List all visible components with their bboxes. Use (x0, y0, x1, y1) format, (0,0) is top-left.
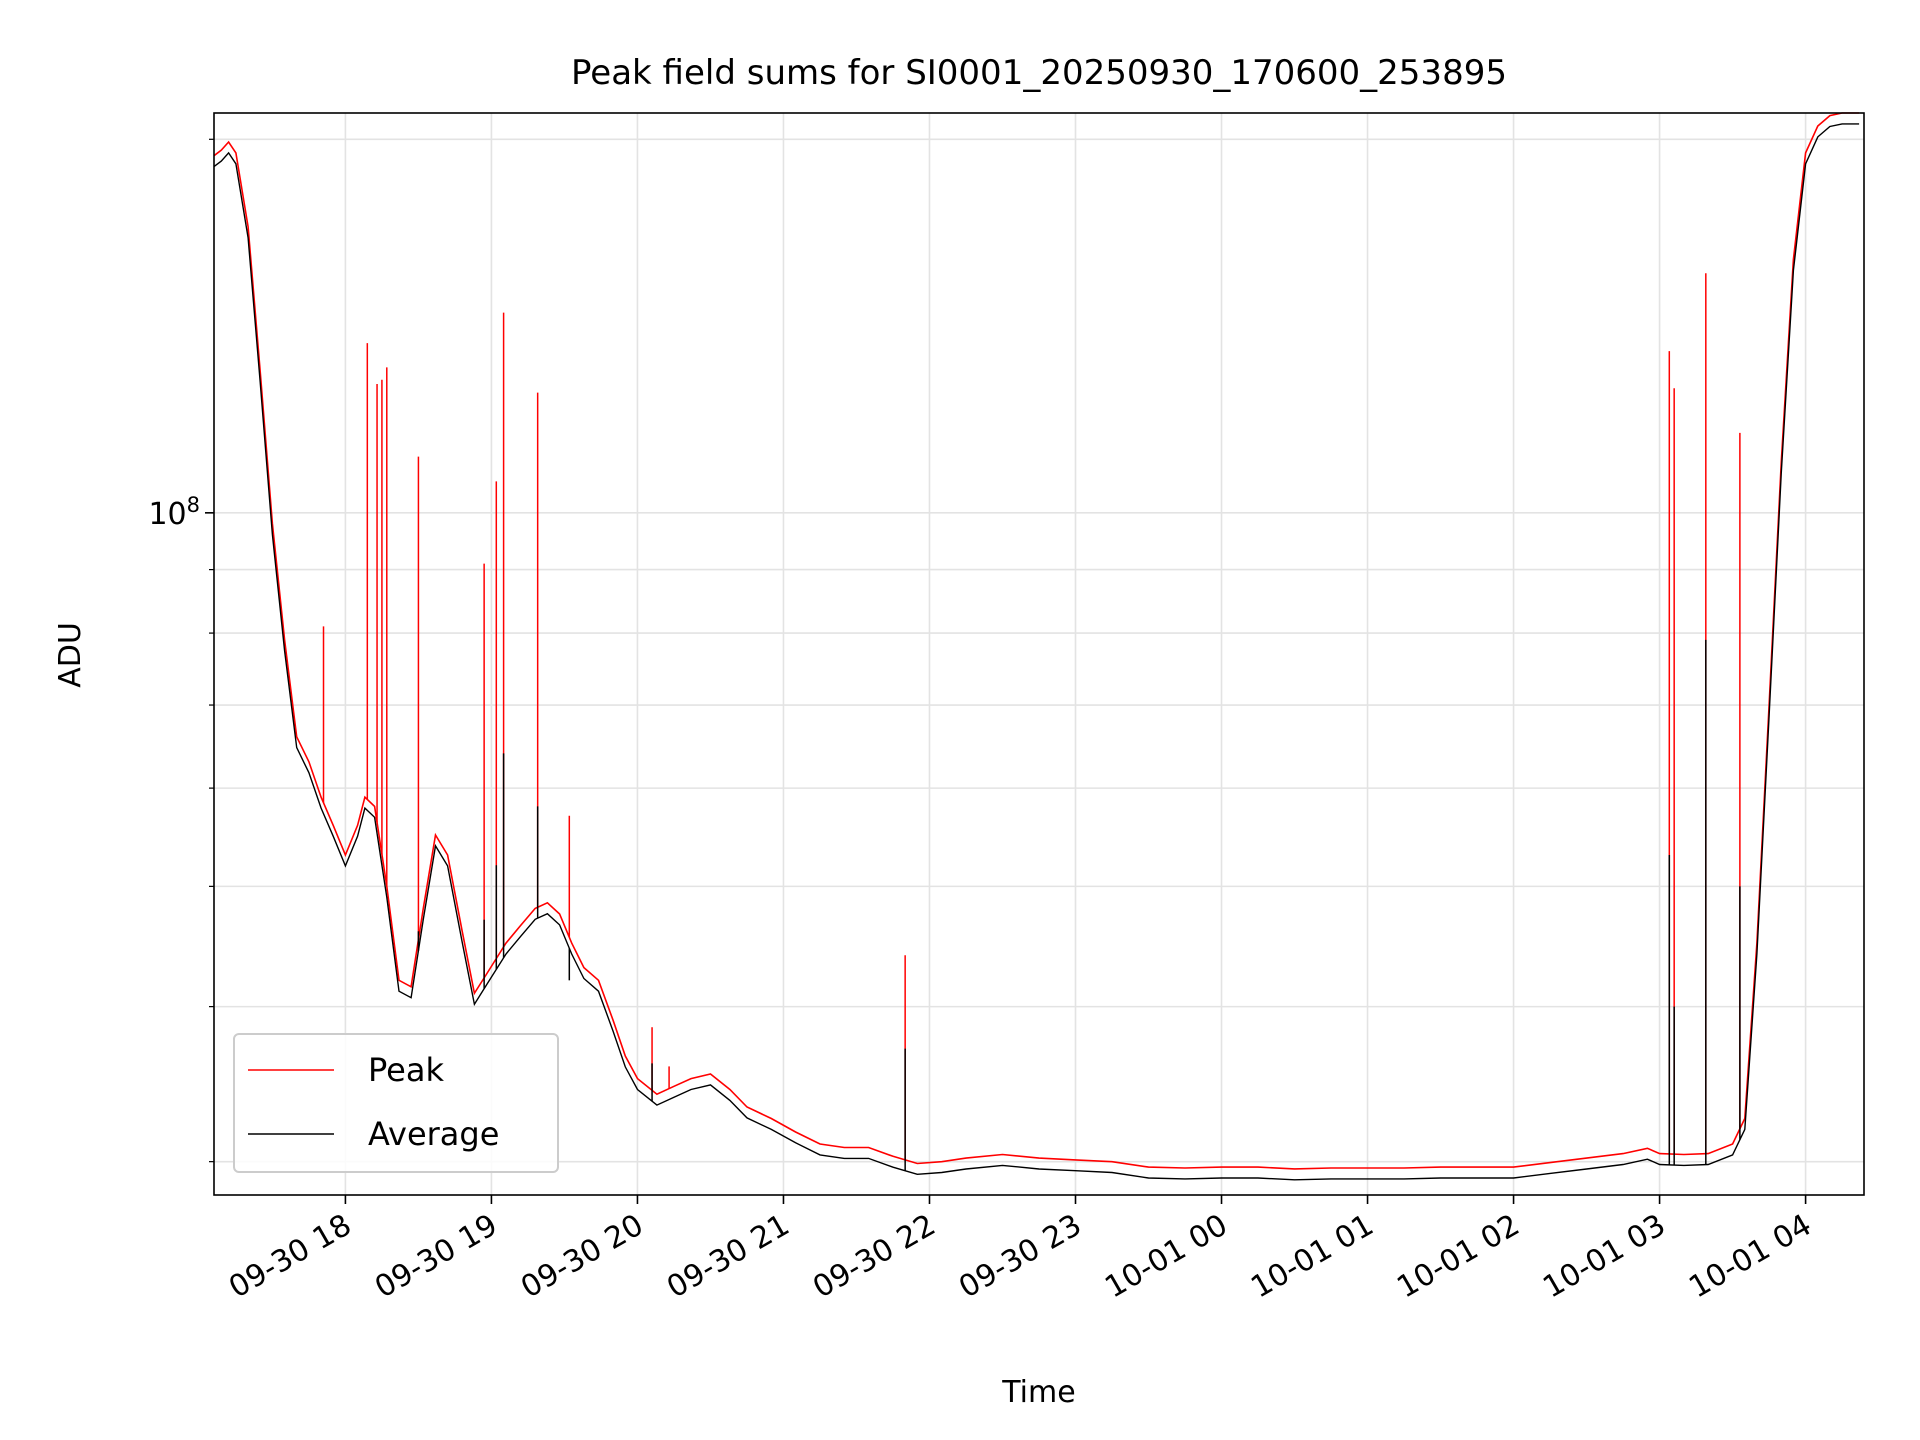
x-tick-label: 09-30 23 (953, 1208, 1087, 1306)
x-tick-label: 09-30 20 (515, 1208, 649, 1306)
y-axis-label: ADU (53, 622, 88, 688)
x-tick-label: 09-30 21 (661, 1208, 795, 1306)
x-tick-label: 10-01 03 (1537, 1208, 1671, 1306)
y-axis-ticks: 108 (148, 138, 214, 1163)
x-tick-label: 10-01 00 (1099, 1208, 1233, 1306)
series-average-line (213, 123, 1860, 1181)
grid-lines (214, 113, 1864, 1195)
plot-frame (213, 112, 1865, 1196)
x-tick-label: 09-30 22 (807, 1208, 941, 1306)
series-peak-line (213, 112, 1860, 1170)
x-axis-label: Time (1001, 1375, 1075, 1410)
x-tick-label: 10-01 04 (1683, 1208, 1817, 1306)
legend-label-peak: Peak (368, 1051, 444, 1089)
legend-label-average: Average (368, 1115, 499, 1153)
legend: Peak Average (233, 1033, 559, 1173)
x-tick-label: 09-30 19 (369, 1208, 503, 1306)
x-tick-label: 10-01 01 (1245, 1208, 1379, 1306)
y-tick-label: 108 (148, 493, 200, 532)
x-tick-label: 09-30 18 (223, 1208, 357, 1306)
legend-box (233, 1033, 559, 1173)
chart-title: Peak field sums for SI0001_20250930_1706… (571, 53, 1507, 93)
series-layer (213, 112, 1860, 1181)
x-tick-label: 10-01 02 (1391, 1208, 1525, 1306)
x-axis-ticks: 09-30 18 09-30 19 09-30 20 09-30 21 09-30 22… (223, 1195, 1818, 1306)
